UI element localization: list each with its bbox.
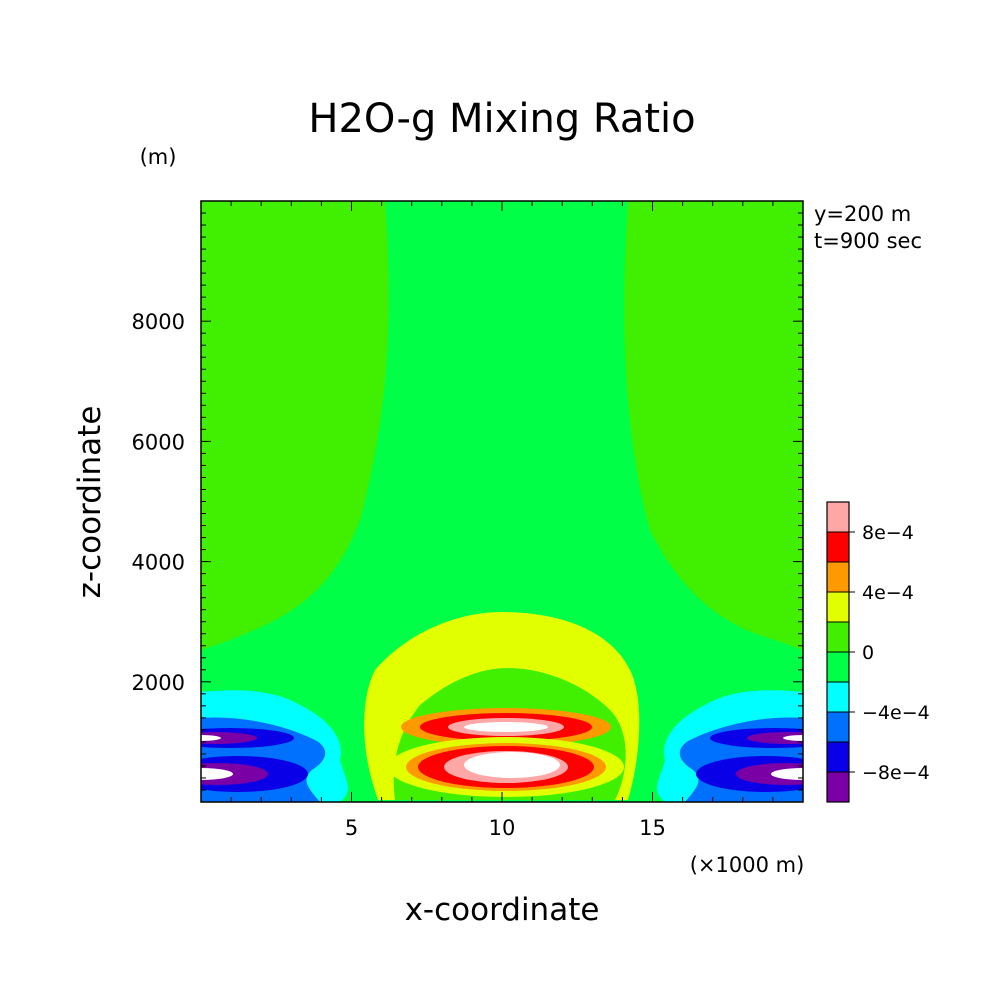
y-tick-label: 2000 bbox=[132, 671, 185, 695]
x-axis-label: x-coordinate bbox=[405, 892, 600, 928]
y-tick-label: 8000 bbox=[132, 310, 185, 334]
colorbar-segment bbox=[827, 532, 849, 562]
y-axis-label: z-coordinate bbox=[72, 406, 108, 599]
colorbar-tick-label: 4e−4 bbox=[862, 582, 914, 604]
y-unit-label: (m) bbox=[140, 145, 177, 169]
colorbar-segment bbox=[827, 712, 849, 742]
colorbar-tick-label: −8e−4 bbox=[862, 762, 930, 784]
colorbar-tick-label: 8e−4 bbox=[862, 522, 914, 544]
x-tick-label: 5 bbox=[345, 816, 358, 840]
field-right-edge-cells bbox=[657, 690, 803, 802]
colorbar-segment bbox=[827, 682, 849, 712]
x-tick-label: 15 bbox=[639, 816, 666, 840]
field-central-low-white bbox=[464, 752, 560, 778]
y-tick-label: 6000 bbox=[132, 430, 185, 454]
field-central-mid-white bbox=[464, 722, 548, 732]
chart-title: H2O-g Mixing Ratio bbox=[308, 96, 695, 142]
annotation-y-position: y=200 m bbox=[814, 202, 911, 226]
colorbar-segment bbox=[827, 622, 849, 652]
contour-plot-area bbox=[201, 201, 803, 802]
x-tick-label: 10 bbox=[489, 816, 516, 840]
colorbar-segment bbox=[827, 742, 849, 772]
colorbar-segment bbox=[827, 652, 849, 682]
colorbar-tick-label: 0 bbox=[862, 642, 874, 664]
axis-ticks bbox=[201, 201, 803, 802]
colorbar-segment bbox=[827, 772, 849, 802]
colorbar-segment bbox=[827, 562, 849, 592]
field-central-cell-top bbox=[471, 649, 545, 665]
colorbar-tick-label: −4e−4 bbox=[862, 702, 930, 724]
colorbar-legend: −8e−4 −4e−4 0 4e−4 8e−4 bbox=[826, 501, 930, 803]
colorbar-segment bbox=[827, 502, 849, 532]
field-left-edge-cells bbox=[201, 690, 348, 802]
colorbar-segment bbox=[827, 592, 849, 622]
axis-tick-labels: 5 10 15 2000 4000 6000 8000 bbox=[132, 310, 666, 840]
field-left-upper-band bbox=[201, 201, 389, 650]
annotation-time: t=900 sec bbox=[814, 229, 922, 253]
x-unit-label: (×1000 m) bbox=[690, 853, 805, 877]
field-right-upper-band bbox=[624, 201, 803, 650]
y-tick-label: 4000 bbox=[132, 551, 185, 575]
